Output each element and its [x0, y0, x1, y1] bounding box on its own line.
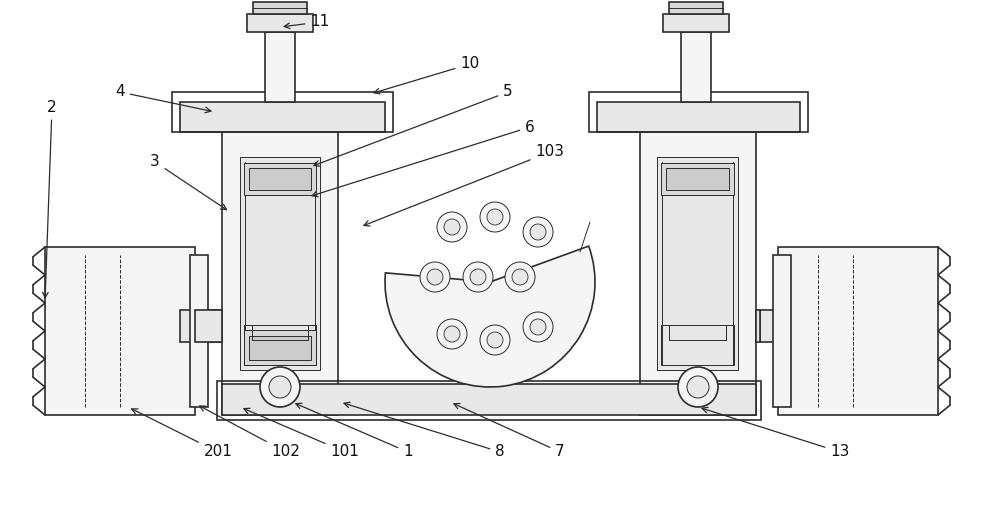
- Text: 7: 7: [454, 403, 565, 460]
- Circle shape: [463, 262, 493, 292]
- Circle shape: [260, 367, 300, 407]
- Circle shape: [269, 376, 291, 398]
- Bar: [661, 325, 734, 365]
- Bar: [222, 384, 756, 415]
- Circle shape: [437, 212, 467, 242]
- Text: 101: 101: [244, 408, 359, 460]
- Bar: [640, 132, 756, 415]
- Text: 4: 4: [115, 85, 211, 113]
- Bar: [669, 2, 723, 14]
- Circle shape: [530, 319, 546, 335]
- Text: 8: 8: [344, 402, 505, 460]
- Circle shape: [530, 224, 546, 240]
- Bar: [756, 310, 760, 342]
- Bar: [778, 247, 938, 415]
- Circle shape: [512, 269, 528, 285]
- Text: 102: 102: [200, 406, 300, 460]
- Text: 11: 11: [284, 14, 330, 29]
- Circle shape: [487, 209, 503, 225]
- Bar: [663, 14, 729, 32]
- Circle shape: [470, 269, 486, 285]
- Bar: [247, 14, 313, 32]
- Bar: [244, 330, 316, 365]
- Bar: [657, 157, 738, 370]
- Circle shape: [427, 269, 443, 285]
- Text: 103: 103: [364, 145, 564, 226]
- Circle shape: [480, 325, 510, 355]
- Text: 6: 6: [312, 120, 535, 197]
- Bar: [240, 157, 320, 370]
- Text: 10: 10: [374, 56, 480, 94]
- Bar: [249, 336, 311, 360]
- Text: 2: 2: [43, 99, 57, 298]
- Circle shape: [480, 202, 510, 232]
- Circle shape: [523, 217, 553, 247]
- Text: 1: 1: [296, 403, 413, 460]
- Text: 13: 13: [702, 408, 850, 460]
- Bar: [180, 102, 385, 132]
- Bar: [249, 168, 311, 190]
- Circle shape: [523, 312, 553, 342]
- Circle shape: [687, 376, 709, 398]
- Bar: [253, 2, 307, 14]
- Bar: [681, 32, 711, 102]
- Circle shape: [505, 262, 535, 292]
- Circle shape: [487, 332, 503, 348]
- Bar: [244, 163, 316, 195]
- Bar: [244, 325, 316, 365]
- Circle shape: [444, 219, 460, 235]
- Circle shape: [444, 326, 460, 342]
- Circle shape: [420, 262, 450, 292]
- Bar: [180, 310, 240, 342]
- Bar: [760, 310, 780, 342]
- Bar: [190, 255, 208, 407]
- Bar: [661, 163, 734, 195]
- Bar: [666, 168, 729, 190]
- Bar: [589, 92, 808, 132]
- Circle shape: [437, 319, 467, 349]
- Text: 3: 3: [150, 154, 227, 210]
- Bar: [265, 32, 295, 102]
- Wedge shape: [385, 246, 595, 387]
- Bar: [217, 381, 761, 420]
- Bar: [773, 255, 791, 407]
- Bar: [597, 102, 800, 132]
- Bar: [45, 247, 195, 415]
- Bar: [172, 92, 393, 132]
- Bar: [195, 310, 222, 342]
- Text: 5: 5: [314, 85, 513, 166]
- Bar: [222, 132, 338, 415]
- Text: 201: 201: [132, 409, 232, 460]
- Circle shape: [678, 367, 718, 407]
